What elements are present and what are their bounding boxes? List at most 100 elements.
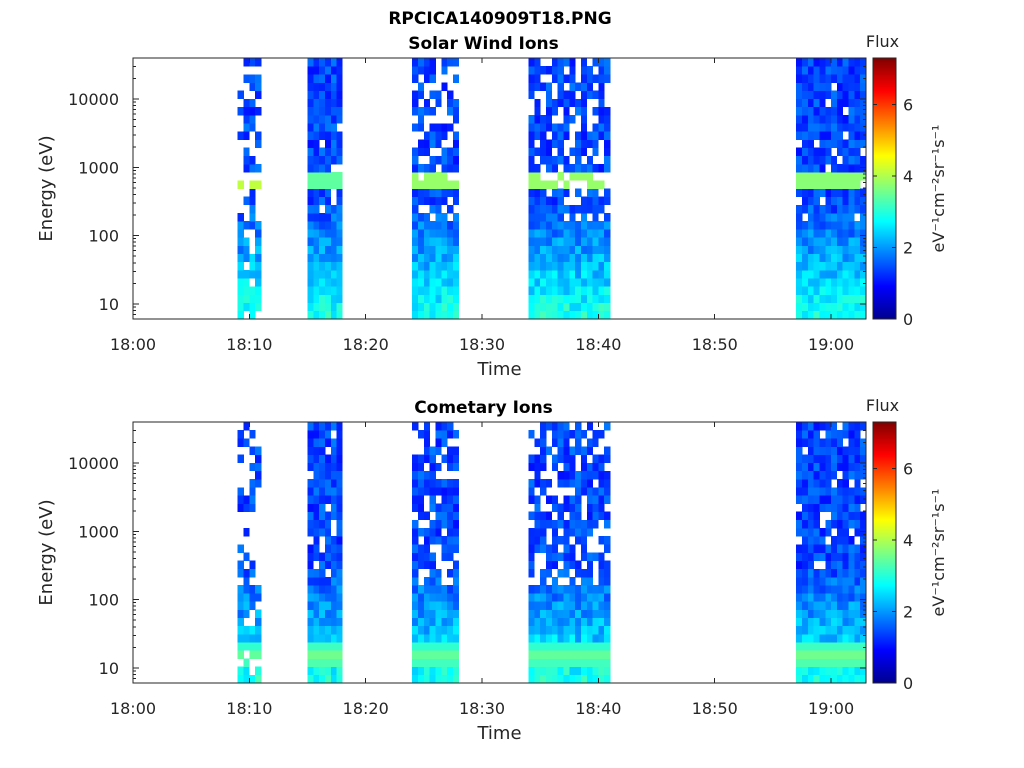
- heatmap-cell: [412, 229, 419, 238]
- heatmap-cell: [243, 253, 250, 263]
- heatmap-cell: [546, 212, 553, 222]
- heatmap-cell: [557, 188, 564, 197]
- heatmap-cell: [249, 650, 256, 659]
- heatmap-cell: [540, 302, 547, 312]
- heatmap-cell: [307, 237, 314, 246]
- heatmap-cell: [813, 470, 820, 480]
- heatmap-cell: [598, 503, 605, 513]
- heatmap-cell: [860, 98, 867, 108]
- heatmap-cell: [324, 164, 332, 173]
- heatmap-cell: [807, 310, 814, 320]
- heatmap-cell: [580, 204, 588, 214]
- heatmap-cell: [336, 544, 343, 553]
- heatmap-cell: [825, 568, 832, 578]
- heatmap-cell: [819, 74, 826, 83]
- heatmap-cell: [580, 625, 588, 635]
- heatmap-cell: [319, 82, 326, 91]
- heatmap-cell: [534, 82, 541, 91]
- heatmap-cell: [836, 674, 844, 684]
- heatmap-cell: [423, 196, 430, 206]
- heatmap-cell: [441, 634, 448, 643]
- heatmap-cell: [551, 302, 558, 312]
- heatmap-cell: [842, 617, 849, 627]
- heatmap-cell: [807, 294, 814, 303]
- heatmap-cell: [423, 245, 430, 255]
- heatmap-cell: [441, 511, 448, 521]
- heatmap-cell: [836, 503, 844, 513]
- heatmap-cell: [336, 204, 343, 214]
- heatmap-cell: [807, 430, 814, 439]
- heatmap-cell: [831, 568, 838, 578]
- heatmap-cell: [580, 593, 588, 602]
- heatmap-cell: [807, 601, 814, 610]
- heatmap-cell: [569, 601, 576, 610]
- heatmap-cell: [330, 286, 337, 295]
- heatmap-cell: [412, 454, 419, 464]
- heatmap-cell: [825, 58, 832, 67]
- heatmap-cell: [586, 568, 593, 578]
- heatmap-cell: [528, 123, 535, 132]
- heatmap-cell: [842, 634, 849, 643]
- heatmap-cell: [819, 544, 826, 553]
- heatmap-cell: [452, 462, 460, 472]
- heatmap-cell: [557, 147, 564, 157]
- heatmap-cell: [324, 487, 332, 496]
- heatmap-cell: [551, 503, 558, 513]
- heatmap-cell: [243, 576, 250, 586]
- heatmap-cell: [546, 229, 553, 238]
- heatmap-cell: [336, 172, 343, 181]
- heatmap-cell: [854, 601, 861, 610]
- heatmap-cell: [557, 310, 564, 320]
- heatmap-cell: [435, 131, 442, 140]
- heatmap-cell: [324, 601, 332, 610]
- heatmap-cell: [796, 147, 803, 157]
- heatmap-cell: [592, 74, 599, 83]
- heatmap-cell: [429, 642, 436, 651]
- heatmap-cell: [854, 147, 861, 157]
- heatmap-cell: [534, 617, 541, 627]
- heatmap-cell: [860, 204, 867, 214]
- heatmap-cell: [848, 164, 855, 173]
- heatmap-cell: [569, 74, 576, 83]
- heatmap-cell: [447, 58, 454, 67]
- heatmap-cell: [540, 278, 547, 287]
- heatmap-cell: [860, 552, 867, 561]
- heatmap-cell: [551, 106, 558, 116]
- heatmap-cell: [423, 98, 430, 108]
- heatmap-cell: [307, 310, 314, 320]
- heatmap-cell: [604, 658, 611, 667]
- heatmap-cell: [563, 123, 570, 132]
- heatmap-cell: [546, 286, 553, 295]
- heatmap-cell: [586, 131, 593, 140]
- heatmap-cell: [418, 196, 425, 206]
- heatmap-cell: [429, 495, 436, 504]
- heatmap-cell: [563, 536, 570, 545]
- heatmap-cell: [452, 302, 460, 312]
- heatmap-cell: [580, 470, 588, 480]
- heatmap-cell: [575, 617, 582, 627]
- heatmap-cell: [447, 123, 454, 132]
- heatmap-cell: [557, 658, 564, 667]
- heatmap-cell: [802, 172, 809, 181]
- heatmap-cell: [592, 593, 599, 602]
- heatmap-cell: [412, 625, 419, 635]
- heatmap-cell: [563, 237, 570, 246]
- heatmap-cell: [452, 568, 460, 578]
- heatmap-cell: [452, 658, 460, 667]
- heatmap-cell: [429, 519, 436, 529]
- heatmap-cell: [336, 90, 343, 100]
- heatmap-cell: [243, 245, 250, 255]
- heatmap-cell: [534, 270, 541, 279]
- heatmap-cell: [319, 294, 326, 303]
- heatmap-cell: [802, 253, 809, 263]
- heatmap-cell: [429, 601, 436, 610]
- heatmap-cell: [441, 601, 448, 610]
- heatmap-cell: [807, 642, 814, 651]
- heatmap-cell: [551, 74, 558, 83]
- heatmap-cell: [255, 270, 262, 279]
- heatmap-cell: [825, 253, 832, 263]
- heatmap-cell: [819, 278, 826, 287]
- heatmap-cell: [796, 278, 803, 287]
- heatmap-cell: [452, 625, 460, 635]
- heatmap-cell: [441, 593, 448, 602]
